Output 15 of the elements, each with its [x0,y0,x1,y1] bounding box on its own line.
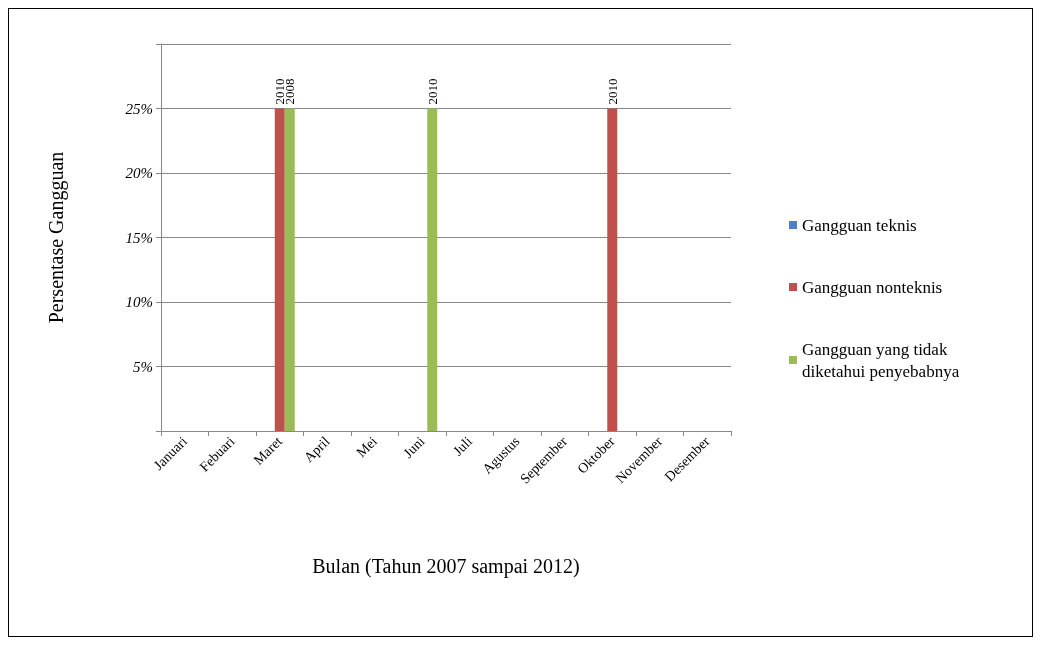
annotation: 2010 [604,78,620,105]
annotation: 2010 [424,78,440,105]
y-tick-label: 20% [125,165,153,181]
x-axis-title: Bulan (Tahun 2007 sampai 2012) [312,555,580,578]
y-tick-label: 5% [133,358,153,375]
legend-label: Gangguan yang tidak diketahui penyebabnya [802,339,960,381]
x-tick-label: Mei [353,433,381,461]
legend-label: Gangguan nonteknis [802,277,943,297]
x-tick-label: Juni [400,433,428,461]
y-tick-label: 10% [125,294,153,310]
x-tick-label: Juli [450,433,476,459]
y-axis-title: Persentase Gangguan [45,151,68,324]
y-tick-label: 25% [125,100,153,117]
legend-label: Gangguan teknis [802,215,917,235]
y-tick-label: 15% [125,229,153,246]
